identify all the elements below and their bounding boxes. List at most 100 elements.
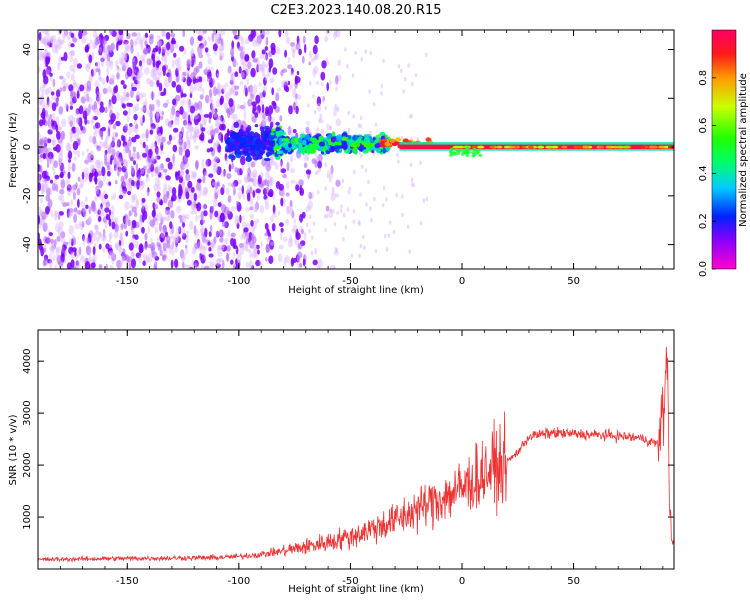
spectrogram-speckle [288, 105, 294, 115]
spectrogram-speckle [219, 265, 224, 269]
spectrogram-speckle [305, 222, 309, 228]
spectrogram-speckle [147, 155, 150, 161]
spectrogram-speckle [237, 45, 244, 52]
spectrogram-speckle [265, 30, 270, 35]
spectrogram-speckle [90, 154, 94, 161]
spectrogram-speckle [230, 47, 235, 56]
spectrogram-speckle [291, 228, 296, 233]
spectrogram-speckle [98, 47, 103, 53]
spectrogram-speckle [230, 125, 235, 130]
spectrogram-speckle [45, 57, 50, 65]
spectrogram-speckle [401, 212, 404, 217]
spectrogram-speckle [255, 201, 259, 211]
spectrogram-speckle [49, 72, 53, 77]
spectrogram-speckle [324, 105, 328, 111]
spectrogram-speckle [159, 249, 163, 257]
spectrogram-speckle [106, 132, 110, 140]
spectrogram-speckle [392, 229, 396, 235]
spectrogram-speckle [70, 73, 75, 81]
spectrogram-speckle [287, 80, 291, 86]
spectrogram-speckle [128, 210, 132, 217]
spectrogram-speckle [199, 185, 203, 194]
spectrogram-speckle [132, 150, 138, 160]
spectrogram-band-blob [281, 138, 287, 142]
spectrogram-speckle [280, 227, 284, 233]
spectrogram-speckle [282, 173, 287, 179]
spectrogram-speckle [113, 167, 117, 172]
spectrogram-speckle [230, 232, 236, 238]
spectrogram-speckle [42, 30, 48, 35]
spectrogram-speckle [191, 126, 195, 133]
spectrogram-speckle [175, 110, 180, 118]
spectrogram-band-blob [237, 151, 243, 155]
spectrogram-speckle [158, 140, 164, 146]
spectrogram-speckle [87, 216, 93, 224]
spectrogram-speckle [99, 130, 102, 137]
spectrogram-speckle [72, 140, 79, 151]
spectrogram-speckle [141, 133, 146, 139]
spectrogram-speckle [46, 147, 52, 154]
spectrogram-speckle [122, 54, 128, 62]
spectrogram-speckle [326, 170, 330, 179]
spectrogram-speckle [90, 119, 94, 126]
spectrogram-speckle [69, 64, 75, 72]
spectrogram-speckle [252, 84, 258, 94]
spectrogram-speckle [57, 123, 62, 134]
spectrogram-speckle [208, 231, 212, 238]
spectrogram-speckle [269, 156, 274, 165]
spectrogram-speckle [197, 35, 203, 42]
spectrogram-speckle [166, 50, 171, 55]
spectrogram-speckle [204, 47, 209, 53]
spectrogram-speckle [124, 123, 129, 132]
spectrogram-speckle [40, 246, 45, 257]
spectrogram-speckle [69, 136, 73, 143]
spectrogram-speckle [38, 119, 44, 127]
spectrogram-speckle [294, 93, 298, 100]
spectrogram-speckle [317, 190, 320, 195]
colorbar-tick-label: 0.4 [698, 165, 709, 181]
spectrogram-speckle [146, 187, 149, 196]
spectrogram-speckle [136, 151, 140, 160]
spectrogram-speckle [184, 213, 190, 220]
spectrogram-speckle [102, 228, 106, 239]
spectrogram-speckle [321, 60, 327, 69]
spectrogram-speckle [115, 33, 121, 42]
spectrogram-speckle [118, 239, 122, 247]
spectrogram-speckle [140, 65, 144, 70]
spectrogram-speckle [66, 262, 73, 269]
spectrogram-speckle [252, 244, 257, 252]
spectrogram-speckle [168, 134, 172, 142]
spectrogram-speckle [175, 67, 179, 77]
spectrogram-speckle [145, 128, 149, 139]
spectrogram-speckle [380, 83, 384, 89]
spectrogram-speckle [139, 37, 144, 48]
spectrogram-speckle [44, 89, 47, 95]
spectrogram-speckle [339, 208, 343, 214]
spectrogram-speckle [333, 31, 337, 39]
spectrogram-speckle [156, 183, 161, 192]
spectrogram-band-blob [379, 131, 386, 136]
spectrogram-speckle [131, 167, 135, 178]
spectrogram-speckle [64, 102, 68, 110]
spectrogram-speckle [258, 63, 264, 72]
spectrogram-speckle [370, 218, 373, 223]
spectrogram-band-blob [283, 149, 288, 154]
spectrogram-speckle [249, 252, 253, 259]
spectrogram-speckle [231, 112, 235, 120]
spectrogram-speckle [123, 62, 129, 69]
spectrogram-speckle [75, 182, 78, 189]
spectrogram-speckle [219, 48, 222, 58]
spectrogram-speckle [86, 106, 91, 116]
spectrogram-tone-blob [503, 145, 510, 149]
spectrogram-speckle [129, 204, 133, 209]
spectrogram-band-blob [263, 135, 267, 143]
spectrogram-speckle [100, 203, 103, 210]
spectrogram-speckle [85, 172, 89, 180]
spectrogram-speckle [40, 98, 45, 109]
spectrogram-speckle [308, 130, 312, 135]
spectrogram-speckle [189, 36, 195, 46]
spectrogram-speckle [115, 132, 118, 138]
spectrogram-speckle [135, 163, 139, 171]
spectrogram-x-tick-label: -50 [342, 276, 358, 287]
